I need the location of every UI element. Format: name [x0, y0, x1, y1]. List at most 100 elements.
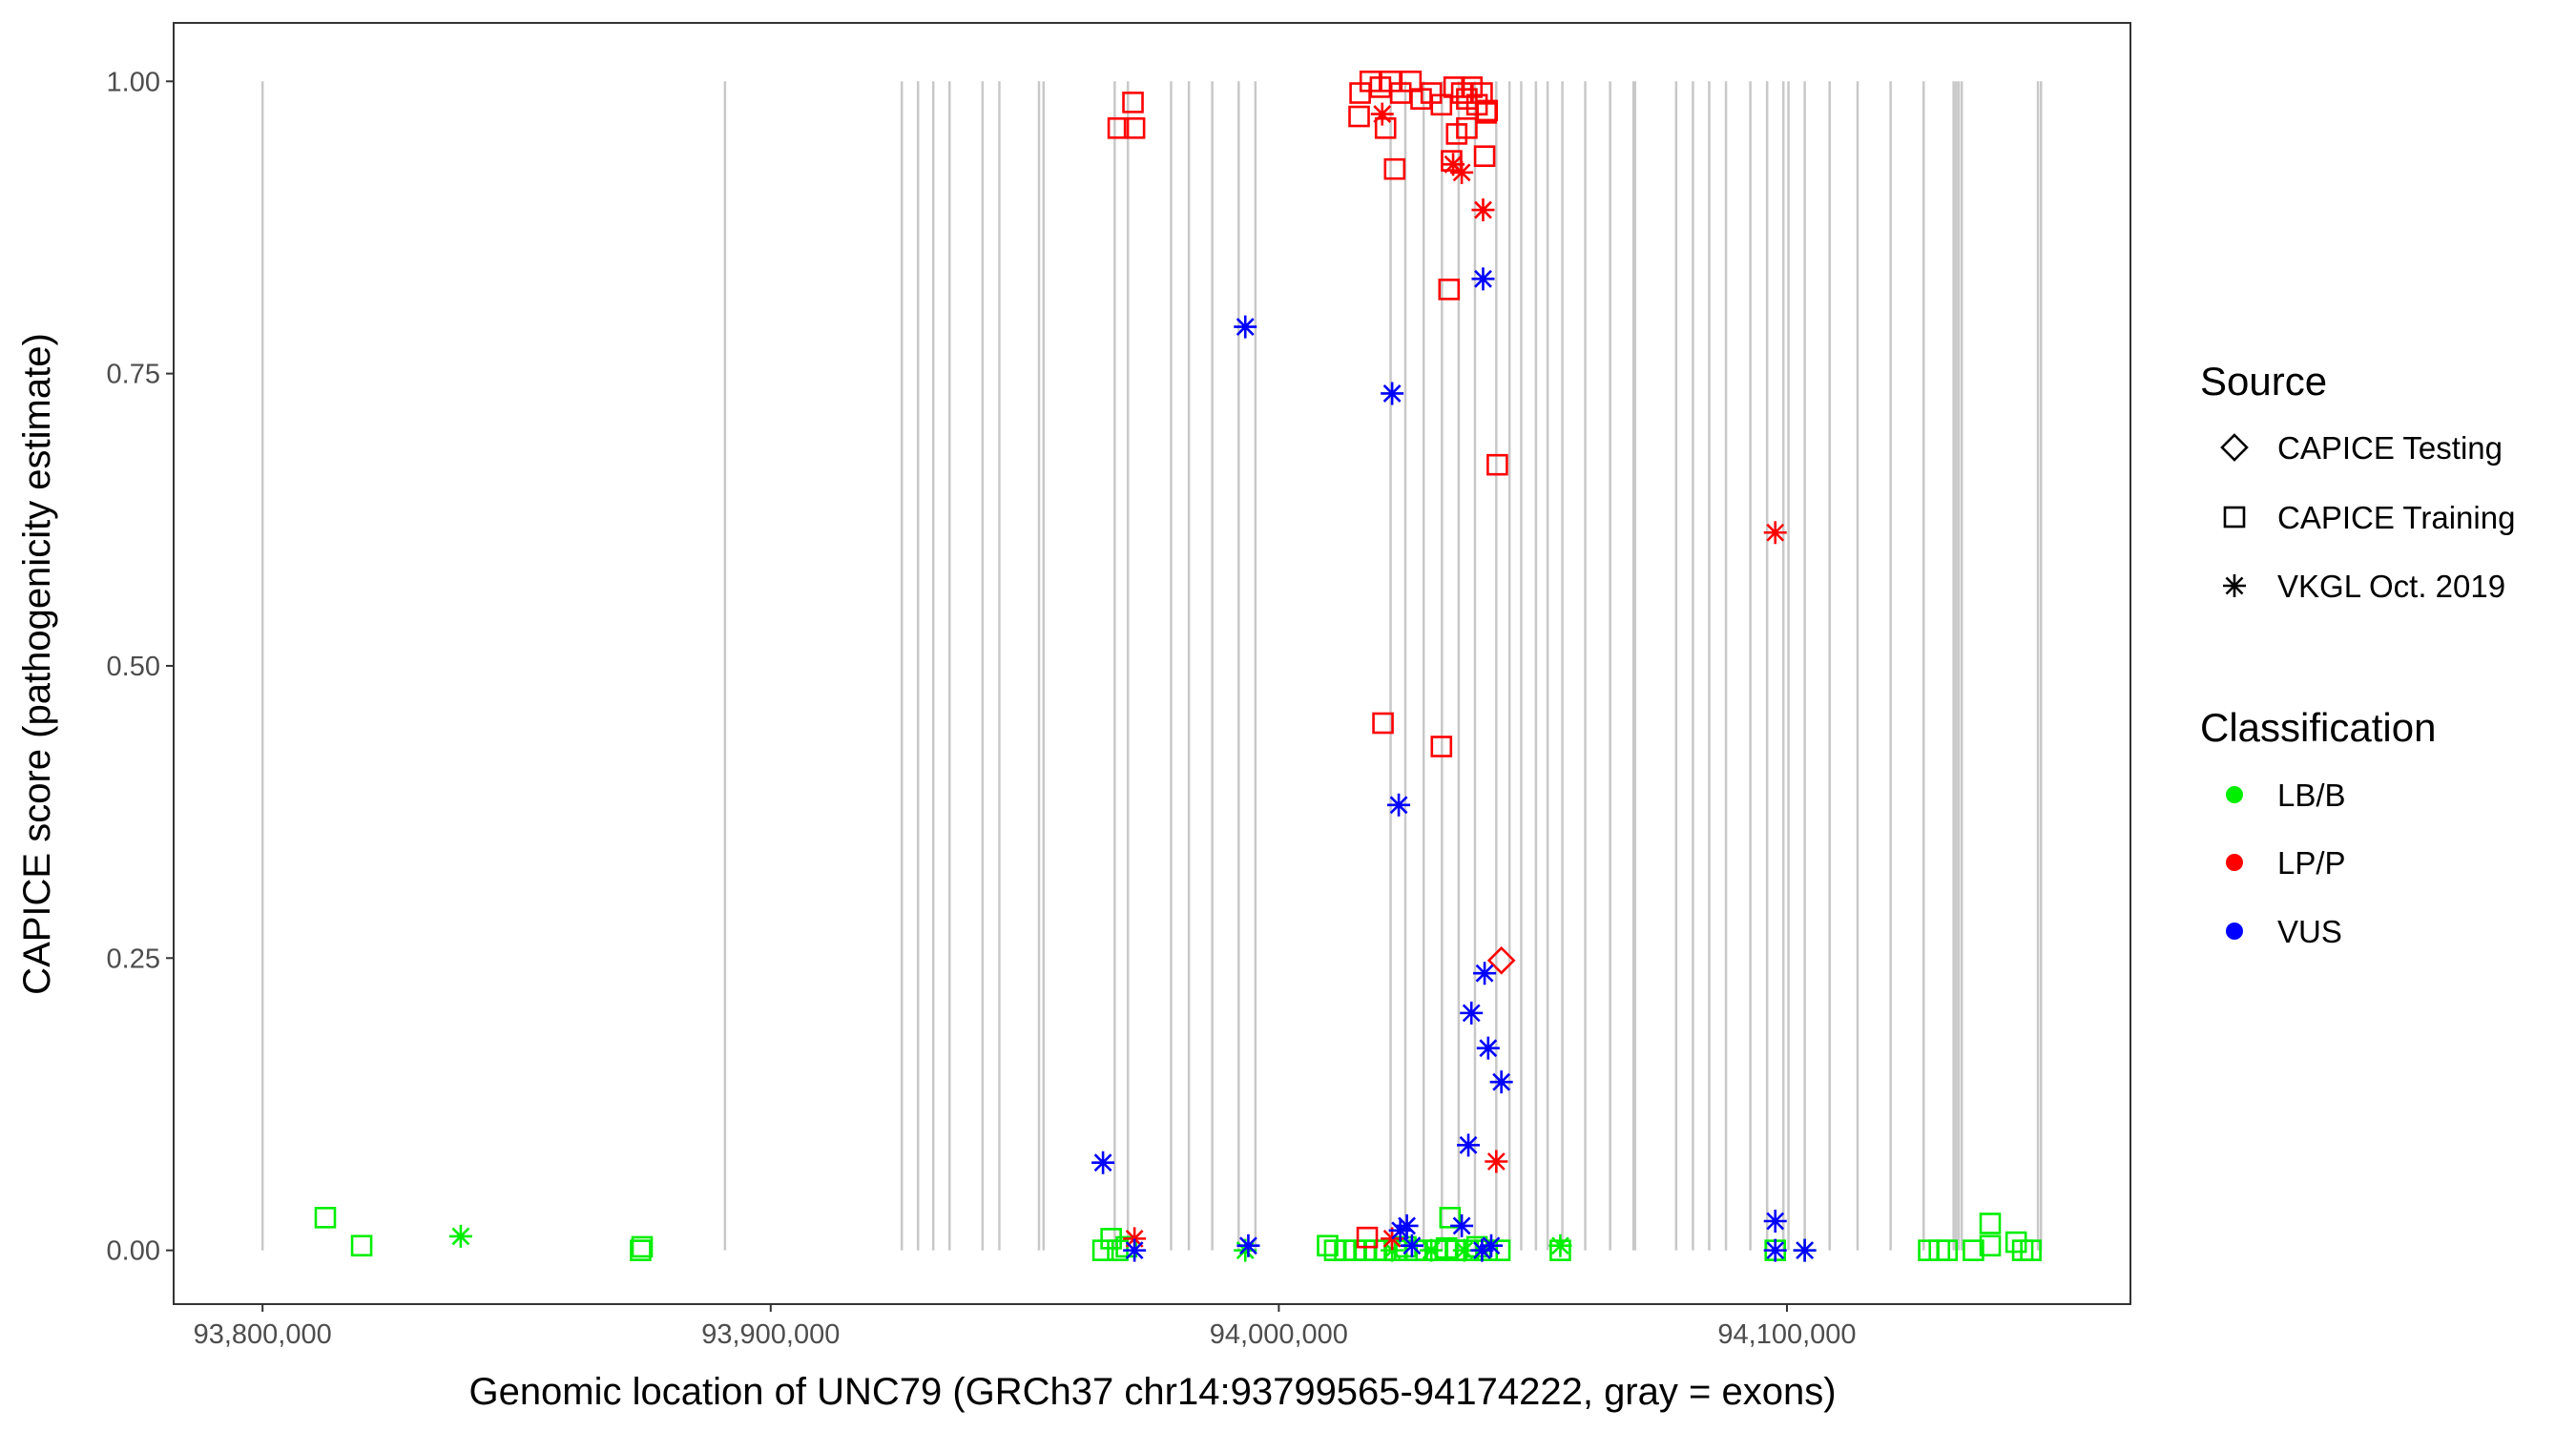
data-point: [1548, 1234, 1572, 1257]
y-axis-title: CAPICE score (pathogenicity estimate): [16, 333, 58, 995]
x-tick-label: 94,000,000: [1210, 1319, 1348, 1350]
data-point: [1439, 1207, 1462, 1229]
legend-item-label: CAPICE Training: [2277, 500, 2515, 535]
data-point: [1122, 92, 1144, 114]
y-tick-label: 0.00: [107, 1236, 160, 1267]
data-point: [2011, 1239, 2034, 1261]
data-point: [1420, 1238, 1444, 1262]
data-point: [1430, 93, 1453, 116]
legend-title-classification: Classification: [2200, 705, 2436, 750]
legend-title-source: Source: [2200, 359, 2327, 404]
data-point: [314, 1207, 337, 1229]
y-tick-label: 0.75: [107, 360, 160, 390]
data-point: [1236, 1234, 1260, 1257]
x-axis: 93,800,000 93,900,000 94,000,000 94,100,000: [194, 1304, 1857, 1350]
data-point: [1963, 1239, 1984, 1261]
data-point: [1457, 1133, 1481, 1157]
legend-item-label: LP/P: [2277, 845, 2346, 881]
data-point: [1317, 1234, 1339, 1257]
data-point: [1486, 945, 1516, 975]
data-point: [1475, 102, 1497, 124]
legend-diamond-icon: [2220, 433, 2249, 462]
data-point: [1441, 150, 1463, 172]
data-point: [1400, 1234, 1423, 1257]
data-point: [1763, 521, 1787, 545]
legend-dot-icon: [2226, 923, 2243, 940]
legend-asterisk-icon: [2223, 574, 2246, 597]
y-axis: 0.00 0.25 0.50 0.75 1.00: [107, 67, 174, 1267]
y-tick-label: 0.50: [107, 652, 160, 682]
data-point: [1480, 1234, 1503, 1257]
data-point: [1383, 157, 1406, 180]
data-point: [1348, 105, 1370, 128]
data-point: [1489, 1070, 1513, 1094]
data-point: [1485, 1150, 1508, 1173]
legend-item-label: VUS: [2277, 914, 2342, 949]
data-point: [1091, 1151, 1115, 1174]
data-point: [1370, 102, 1394, 126]
exon-lines: [260, 81, 2043, 1251]
data-point: [2020, 1239, 2042, 1261]
data-point: [1476, 1036, 1500, 1060]
data-point: [1442, 153, 1465, 176]
data-point: [1979, 1234, 2002, 1257]
data-point: [1100, 1228, 1122, 1250]
data-point: [1381, 382, 1404, 405]
data-point: [350, 1234, 373, 1257]
data-point: [1374, 116, 1397, 139]
data-point: [1471, 198, 1495, 222]
data-point: [1936, 1239, 1959, 1261]
data-point: [1123, 1238, 1147, 1262]
data-point: [1460, 1001, 1484, 1025]
data-point: [1430, 736, 1453, 757]
data-point: [1372, 712, 1394, 735]
legend-item-label: LB/B: [2277, 778, 2346, 813]
legend-item-label: VKGL Oct. 2019: [2277, 569, 2505, 604]
data-point: [2005, 1231, 2027, 1254]
legend-square-icon: [2223, 506, 2246, 529]
legend-dot-icon: [2226, 854, 2243, 871]
data-point: [1452, 1238, 1476, 1262]
data-point: [1443, 76, 1465, 98]
data-point: [1381, 1238, 1404, 1262]
legend: Source Classification CAPICE Testing CAPI…: [2200, 359, 2515, 949]
data-point: [1470, 1238, 1494, 1262]
x-axis-title: Genomic location of UNC79 (GRCh37 chr14:…: [468, 1371, 1836, 1413]
y-tick-label: 0.25: [107, 944, 160, 974]
data-point: [1473, 962, 1497, 985]
plot-panel-border: [173, 22, 2131, 1305]
data-point: [1763, 1238, 1787, 1262]
data-point: [1395, 1213, 1419, 1237]
x-tick-label: 94,100,000: [1717, 1319, 1856, 1350]
data-point: [630, 1239, 652, 1261]
data-point: [1388, 1218, 1412, 1242]
legend-dot-icon: [2226, 786, 2243, 803]
data-point: [1091, 1239, 1114, 1261]
data-point: [1387, 793, 1411, 817]
legend-item-label: CAPICE Testing: [2277, 430, 2503, 466]
data-point: [1456, 116, 1478, 139]
data-point: [1763, 1210, 1787, 1233]
data-point: [1115, 1235, 1137, 1258]
data-point: [1381, 1227, 1404, 1251]
data-point: [1234, 315, 1257, 339]
x-tick-label: 93,800,000: [194, 1319, 332, 1350]
data-point: [1123, 1227, 1147, 1251]
data-point: [1471, 267, 1495, 291]
x-tick-label: 93,900,000: [701, 1319, 840, 1350]
data-point: [1473, 145, 1496, 167]
data-point: [1486, 453, 1508, 476]
data-points: [314, 70, 2042, 1262]
y-tick-label: 1.00: [107, 67, 160, 97]
data-point: [1123, 116, 1146, 139]
data-point: [631, 1235, 654, 1258]
data-point: [1107, 116, 1130, 139]
data-point: [1793, 1238, 1817, 1262]
data-point: [1438, 279, 1461, 301]
data-point: [1979, 1213, 2002, 1234]
data-point: [1450, 160, 1474, 184]
data-point: [1356, 1226, 1379, 1249]
data-point: [1450, 1213, 1474, 1237]
data-point: [448, 1224, 472, 1248]
